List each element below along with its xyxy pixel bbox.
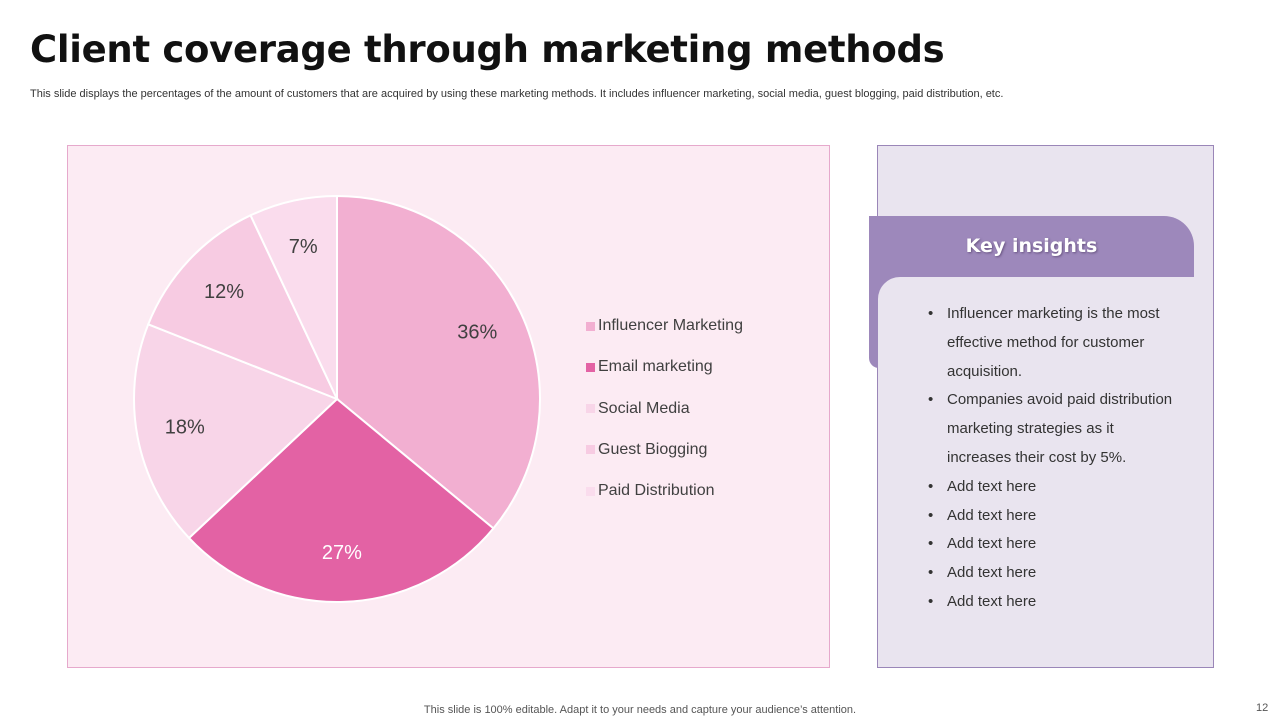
data-label-guest-biogging: 12% — [204, 281, 244, 303]
legend-swatch — [586, 404, 595, 414]
insights-body — [878, 277, 1213, 667]
footer-note: This slide is 100% editable. Adapt it to… — [423, 704, 857, 716]
insight-item: • Add text here — [925, 530, 1175, 559]
insights-header: Key insights — [965, 235, 1098, 257]
insight-item: • Add text here — [925, 502, 1175, 531]
insight-text: Influencer marketing is the most effecti… — [947, 305, 1160, 380]
legend-label: Email marketing — [598, 358, 713, 376]
bullet-icon: • — [928, 477, 934, 495]
data-label-paid-distribution: 7% — [289, 236, 318, 258]
pie-slice-influencer-marketing — [336, 194, 541, 530]
legend-item-email-marketing: Email marketing — [586, 357, 713, 377]
legend-item-influencer-marketing: Influencer Marketing — [586, 316, 743, 336]
slide-subtitle: This slide displays the percentages of t… — [30, 88, 1004, 100]
legend-item-social-media: Social Media — [586, 399, 690, 419]
bullet-icon: • — [928, 391, 934, 409]
bullet-icon: • — [928, 592, 934, 610]
insight-text: Add text here — [947, 592, 1037, 610]
legend-label: Influencer Marketing — [598, 317, 743, 334]
chart-panel: 36% 27% 18% 12% 7% Influencer Marketing Email… — [67, 145, 830, 668]
pie-slice-guest-biogging — [146, 213, 339, 401]
pie-slice-social-media — [133, 322, 339, 540]
insights-list: • Influencer marketing is the most effect… — [925, 300, 1175, 617]
legend-label: Guest Biogging — [598, 440, 708, 458]
insight-text: Add text here — [947, 564, 1037, 582]
bullet-icon: • — [928, 305, 934, 322]
insight-item: • Influencer marketing is the most effect… — [925, 300, 1175, 386]
legend-swatch — [586, 445, 595, 455]
pie-slice-email-marketing — [187, 397, 495, 603]
data-label-social-media: 18% — [165, 416, 205, 438]
bullet-icon: • — [928, 535, 934, 553]
bullet-icon: • — [928, 564, 934, 582]
pie-chart: 36% 27% 18% 12% 7% — [133, 194, 541, 603]
data-label-influencer-marketing: 36% — [457, 321, 497, 343]
legend-swatch — [586, 362, 595, 372]
insight-item: • Add text here — [925, 559, 1175, 588]
pie-slice-paid-distribution — [249, 194, 338, 400]
insight-text: Add text here — [947, 477, 1037, 495]
insight-item: • Companies avoid paid distribution marke… — [925, 386, 1175, 472]
legend-item-paid-distribution: Paid Distribution — [586, 481, 715, 501]
legend-label: Social Media — [598, 399, 690, 417]
insight-item: • Add text here — [925, 588, 1175, 617]
insight-text: Add text here — [947, 535, 1037, 553]
legend-item-guest-biogging: Guest Biogging — [586, 440, 707, 460]
insight-text: Add text here — [947, 506, 1037, 524]
insight-item: • Add text here — [925, 473, 1175, 502]
legend-swatch — [586, 486, 595, 496]
data-label-email-marketing: 27% — [322, 542, 362, 564]
legend-label: Paid Distribution — [598, 482, 715, 500]
page-number: 12 — [1256, 702, 1269, 714]
bullet-icon: • — [928, 506, 934, 524]
legend-swatch — [586, 321, 595, 331]
insight-text: Companies avoid paid distribution market… — [947, 391, 1173, 466]
slide-title: Client coverage through marketing method… — [30, 28, 945, 71]
